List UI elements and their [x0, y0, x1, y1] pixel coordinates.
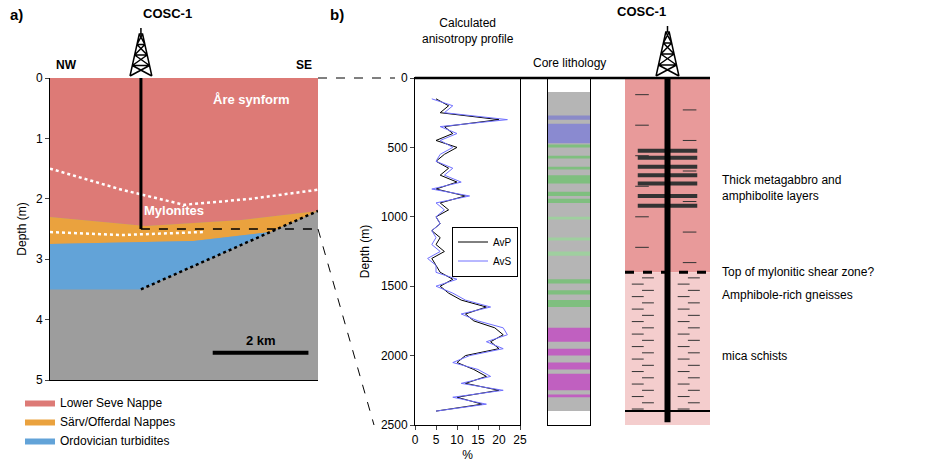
svg-text:Calculatedanisotropy profile: Calculatedanisotropy profile [422, 16, 514, 46]
svg-text:Ordovician turbidites: Ordovician turbidites [60, 434, 169, 448]
svg-text:25: 25 [513, 433, 527, 447]
svg-text:2: 2 [36, 192, 43, 206]
svg-text:SE: SE [296, 58, 312, 72]
svg-text:%: % [462, 448, 473, 462]
svg-text:Åre synform: Åre synform [213, 92, 290, 107]
svg-text:15: 15 [471, 433, 485, 447]
svg-text:Depth (m): Depth (m) [358, 225, 372, 278]
svg-text:500: 500 [388, 141, 408, 155]
svg-text:AvP: AvP [493, 237, 511, 248]
svg-text:2000: 2000 [381, 349, 408, 363]
svg-text:1500: 1500 [381, 279, 408, 293]
svg-text:5: 5 [36, 373, 43, 387]
svg-text:mica schists: mica schists [722, 349, 787, 363]
svg-text:Amphibole-rich gneisses: Amphibole-rich gneisses [722, 288, 853, 302]
svg-text:b): b) [330, 6, 344, 23]
svg-text:COSC-1: COSC-1 [143, 6, 192, 21]
svg-text:0: 0 [36, 71, 43, 85]
svg-text:COSC-1: COSC-1 [617, 4, 666, 19]
svg-text:Top of mylonitic shear zone?: Top of mylonitic shear zone? [722, 265, 874, 279]
svg-text:5: 5 [433, 433, 440, 447]
svg-text:1000: 1000 [381, 210, 408, 224]
svg-text:a): a) [10, 6, 23, 23]
svg-text:20: 20 [492, 433, 506, 447]
svg-text:AvS: AvS [493, 256, 511, 267]
svg-text:3: 3 [36, 252, 43, 266]
svg-text:Lower Seve Nappe: Lower Seve Nappe [60, 396, 162, 410]
svg-text:4: 4 [36, 313, 43, 327]
svg-text:NW: NW [56, 58, 77, 72]
svg-text:0: 0 [412, 433, 419, 447]
svg-text:Thick metagabbro andamphibolit: Thick metagabbro andamphibolite layers [722, 173, 841, 203]
svg-text:Mylonites: Mylonites [144, 203, 204, 218]
svg-text:Särv/Offerdal Nappes: Särv/Offerdal Nappes [60, 415, 175, 429]
svg-text:Depth (m): Depth (m) [15, 202, 29, 255]
svg-text:10: 10 [450, 433, 464, 447]
svg-text:0: 0 [401, 71, 408, 85]
svg-text:2500: 2500 [381, 418, 408, 432]
svg-text:1: 1 [36, 132, 43, 146]
svg-text:Core lithology: Core lithology [533, 56, 606, 70]
svg-text:2 km: 2 km [246, 333, 276, 348]
